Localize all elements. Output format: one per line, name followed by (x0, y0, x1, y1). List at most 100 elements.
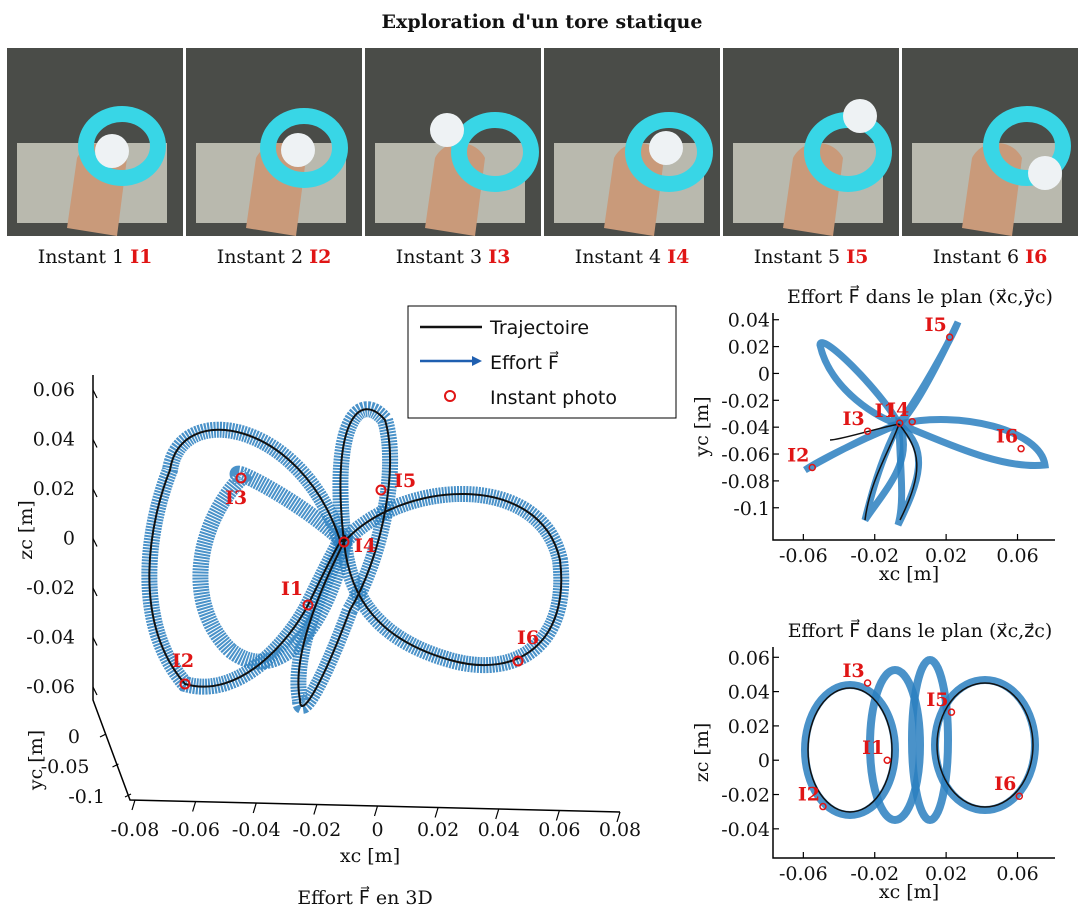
instant-label: I5 (925, 314, 947, 336)
photo-hand (604, 143, 664, 236)
axis-3d (92, 375, 621, 813)
photo-torus (983, 106, 1071, 186)
instant-marker (512, 655, 524, 667)
y-axis-label: zc [m] (691, 723, 713, 783)
instant-label: I6 (996, 426, 1018, 448)
x-tick (555, 810, 560, 821)
x-tick-label: 0.02 (925, 545, 967, 567)
instant-marker (808, 463, 817, 472)
instant-label: I3 (843, 660, 865, 682)
x-tick (192, 801, 197, 812)
instant-marker (883, 756, 891, 764)
x-tick-label: 0.06 (996, 863, 1038, 885)
x-axis-label: xc [m] (879, 881, 939, 903)
y-tick-label: -0.04 (721, 819, 770, 841)
caption-tag: I4 (667, 246, 689, 268)
x-tick-label: 0.08 (599, 819, 641, 841)
photo-torus (451, 112, 539, 192)
z-tick (92, 686, 98, 696)
instant-label: I6 (994, 773, 1016, 795)
x-tick-label: 0 (371, 819, 383, 841)
figure-title: Exploration d'un tore statique (382, 11, 703, 33)
photo (544, 48, 720, 236)
photo-caption: Instant 2 I2 (217, 246, 332, 268)
photo-hand (783, 143, 843, 236)
instant-label: I1 (875, 400, 897, 422)
x-tick-label: -0.04 (232, 819, 281, 841)
instant-label: I4 (887, 399, 909, 421)
photo-caption: Instant 3 I3 (396, 246, 511, 268)
photo-ball (649, 131, 683, 165)
z-tick-label: -0.06 (26, 676, 75, 698)
instant-marker (863, 427, 872, 435)
x-tick-label: -0.06 (171, 819, 220, 841)
caption-tag: I1 (130, 246, 152, 268)
photo-caption: Instant 5 I5 (754, 246, 869, 268)
legend-marker (444, 390, 456, 402)
x-axis-label: xc [m] (879, 563, 939, 585)
y-tick-label: 0 (68, 726, 80, 748)
photo-strip (7, 48, 1078, 236)
trajectory-xz (801, 656, 1039, 824)
photo (365, 48, 541, 236)
plot-title: Effort F⃗ en 3D (297, 886, 432, 909)
photo-caption: Instant 4 I4 (575, 246, 690, 268)
instant-label: I2 (172, 650, 194, 672)
caption-tag: I2 (309, 246, 331, 268)
instant-marker (895, 419, 904, 427)
x-axis-label: xc [m] (340, 845, 400, 867)
caption-tag: I5 (846, 246, 868, 268)
caption-tag: I6 (1025, 246, 1047, 268)
x-tick-label: 0.02 (925, 863, 967, 885)
x-tick (434, 807, 439, 818)
z-tick-label: -0.02 (26, 577, 75, 599)
z-tick (92, 538, 98, 547)
trajectory-xy (803, 320, 1049, 527)
instant-label: I1 (862, 737, 884, 759)
axes (772, 313, 1055, 541)
axes (772, 647, 1055, 859)
caption-text: Instant 6 (933, 246, 1019, 268)
z-tick-label: -0.04 (26, 627, 75, 649)
instant-label: I5 (926, 689, 948, 711)
x-tick-label: 0.06 (996, 545, 1038, 567)
instant-label: I2 (798, 784, 820, 806)
photo-ball (95, 134, 129, 168)
caption-text: Instant 1 (38, 246, 124, 268)
x-tick-label: -0.06 (779, 863, 828, 885)
y-axis-label: yc [m] (25, 730, 47, 791)
plot-title: Effort F⃗ dans le plan (x⃗c,y⃗c) (787, 285, 1053, 308)
instant-marker (819, 802, 827, 811)
y-tick-label: 0.06 (728, 647, 770, 669)
y-tick-label: -0.06 (721, 444, 770, 466)
photo-ball (1028, 156, 1062, 190)
z-axis-label: zc [m] (15, 500, 37, 560)
z-tick (92, 637, 98, 646)
x-tick-label: -0.08 (111, 819, 160, 841)
x-tick-label: 0.02 (417, 819, 459, 841)
x-tick-label: 0.06 (538, 819, 580, 841)
x-tick-label: -0.02 (850, 545, 899, 567)
instant-marker (235, 472, 247, 484)
z-tick-label: 0 (63, 528, 75, 550)
z-tick (92, 488, 98, 498)
instant-label: I3 (843, 408, 865, 430)
caption-text: Instant 3 (396, 246, 482, 268)
photo-torus (260, 108, 348, 188)
photo-ball (843, 99, 877, 133)
z-tick-label: 0.02 (33, 478, 75, 500)
x-tick (373, 805, 379, 817)
z-tick-label: 0.04 (33, 429, 75, 451)
instant-marker (947, 708, 956, 716)
x-tick (495, 808, 500, 820)
instant-marker (338, 536, 350, 548)
instant-marker (945, 333, 954, 341)
x-tick (252, 802, 257, 814)
legend-label: Trajectoire (489, 317, 589, 339)
instant-marker (1017, 444, 1025, 453)
z-tick (92, 439, 98, 448)
y-tick-label: -0.04 (721, 417, 770, 439)
caption-tag: I3 (488, 246, 510, 268)
instant-marker (302, 599, 314, 611)
photo-caption: Instant 6 I6 (933, 246, 1048, 268)
